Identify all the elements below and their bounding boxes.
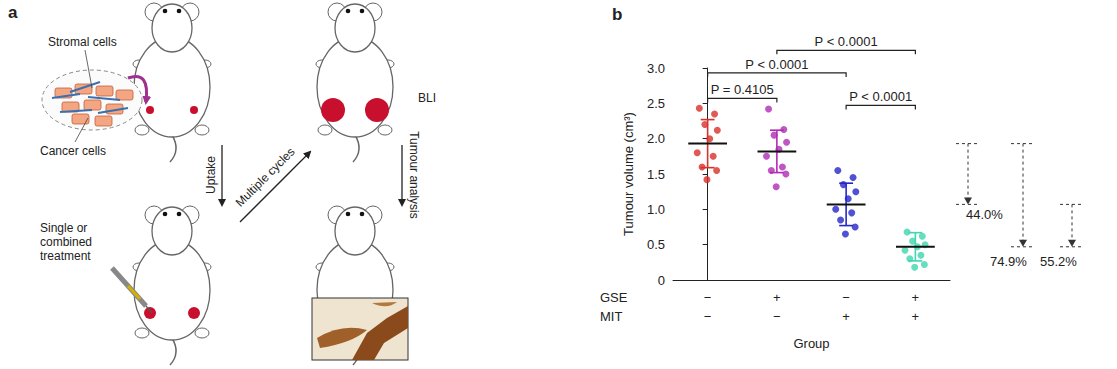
svg-text:0.5: 0.5 [647,237,665,252]
svg-text:44.0%: 44.0% [966,207,1003,222]
svg-text:1.5: 1.5 [647,167,665,182]
svg-text:combined: combined [40,235,92,249]
svg-text:GSE: GSE [600,290,628,305]
svg-text:P < 0.0001: P < 0.0001 [745,57,808,72]
svg-text:Stromal cells: Stromal cells [48,35,117,49]
svg-text:Cancer cells: Cancer cells [40,144,106,158]
svg-text:a: a [8,3,18,22]
svg-text:P < 0.0001: P < 0.0001 [815,34,878,49]
svg-text:1.0: 1.0 [647,202,665,217]
svg-text:P < 0.0001: P < 0.0001 [849,89,912,104]
svg-text:3.0: 3.0 [647,61,665,76]
svg-text:+: + [912,290,920,305]
svg-text:−: − [704,309,712,324]
svg-text:−: − [704,290,712,305]
svg-text:P = 0.4105: P = 0.4105 [711,82,774,97]
svg-text:b: b [612,5,622,24]
svg-text:Multiple cycles: Multiple cycles [233,145,298,210]
svg-text:+: + [773,290,781,305]
svg-text:0: 0 [658,273,665,288]
svg-text:74.9%: 74.9% [990,254,1027,269]
svg-text:Tumour volume (cm³): Tumour volume (cm³) [621,112,636,236]
svg-text:2.5: 2.5 [647,96,665,111]
svg-text:2.0: 2.0 [647,131,665,146]
svg-text:BLI: BLI [418,91,436,105]
svg-text:Uptake: Uptake [204,156,218,194]
svg-text:+: + [842,309,850,324]
svg-text:Tumour analysis: Tumour analysis [407,131,421,219]
svg-text:55.2%: 55.2% [1040,254,1077,269]
svg-text:+: + [912,309,920,324]
svg-text:Single or: Single or [40,221,87,235]
svg-text:MIT: MIT [600,309,622,324]
svg-text:−: − [773,309,781,324]
svg-text:treatment: treatment [40,249,91,263]
svg-text:−: − [842,290,850,305]
svg-text:Group: Group [793,336,829,351]
